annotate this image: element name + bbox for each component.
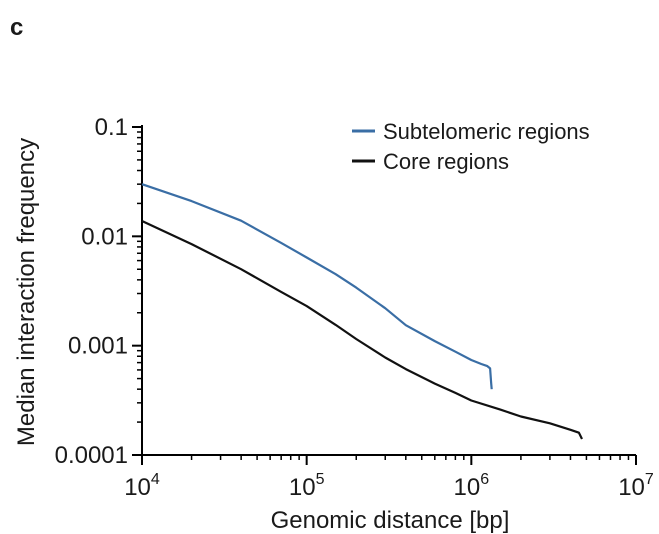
series-layer — [141, 183, 583, 440]
axes: 104 105 106 107 0.1 0.01 0.001 0.0001 — [55, 114, 654, 501]
x-tick-label: 105 — [289, 471, 325, 501]
y-tick-label: 0.1 — [95, 114, 128, 141]
y-tick-label: 0.0001 — [55, 442, 128, 469]
legend: Subtelomeric regions Core regions — [352, 119, 590, 174]
series-line-subtelomeric — [141, 183, 493, 390]
x-tick-label: 104 — [124, 471, 160, 501]
x-tick-label: 106 — [454, 471, 490, 501]
panel-label: c — [10, 14, 23, 41]
y-tick-label: 0.001 — [68, 333, 128, 360]
x-tick-label: 107 — [618, 471, 654, 501]
legend-label: Subtelomeric regions — [383, 119, 590, 144]
y-axis-label: Median interaction frequency — [13, 138, 40, 446]
series-line-core — [141, 220, 583, 440]
legend-label: Core regions — [383, 149, 509, 174]
x-axis-label: Genomic distance [bp] — [271, 507, 510, 534]
y-tick-label: 0.01 — [81, 223, 128, 250]
